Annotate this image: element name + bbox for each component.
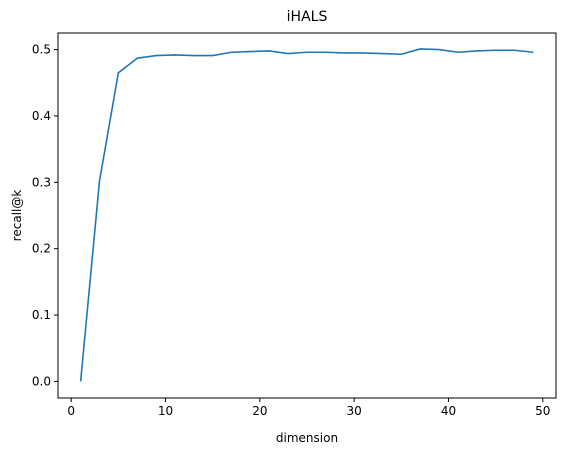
- x-tick-label: 50: [535, 404, 550, 418]
- plot-frame: [57, 32, 557, 399]
- y-tick-label: 0.4: [32, 109, 51, 123]
- chart-title: iHALS: [287, 9, 328, 25]
- y-tick-label: 0.5: [32, 43, 51, 57]
- x-axis: 0 10 20 30 40 50: [67, 398, 550, 418]
- plot-area: [79, 48, 534, 382]
- y-tick-label: 0.0: [32, 374, 51, 388]
- y-tick-label: 0.1: [32, 308, 51, 322]
- x-tick-label: 30: [347, 404, 362, 418]
- y-tick-label: 0.2: [32, 242, 51, 256]
- x-tick-label: 40: [441, 404, 456, 418]
- x-tick-label: 0: [67, 404, 75, 418]
- y-axis: 0.0 0.1 0.2 0.3 0.4 0.5: [32, 43, 58, 388]
- y-axis-label: recall@k: [10, 190, 24, 242]
- x-tick-label: 10: [158, 404, 173, 418]
- x-tick-label: 20: [252, 404, 267, 418]
- x-axis-label: dimension: [276, 431, 338, 445]
- series-line: [79, 48, 534, 382]
- y-tick-label: 0.3: [32, 175, 51, 189]
